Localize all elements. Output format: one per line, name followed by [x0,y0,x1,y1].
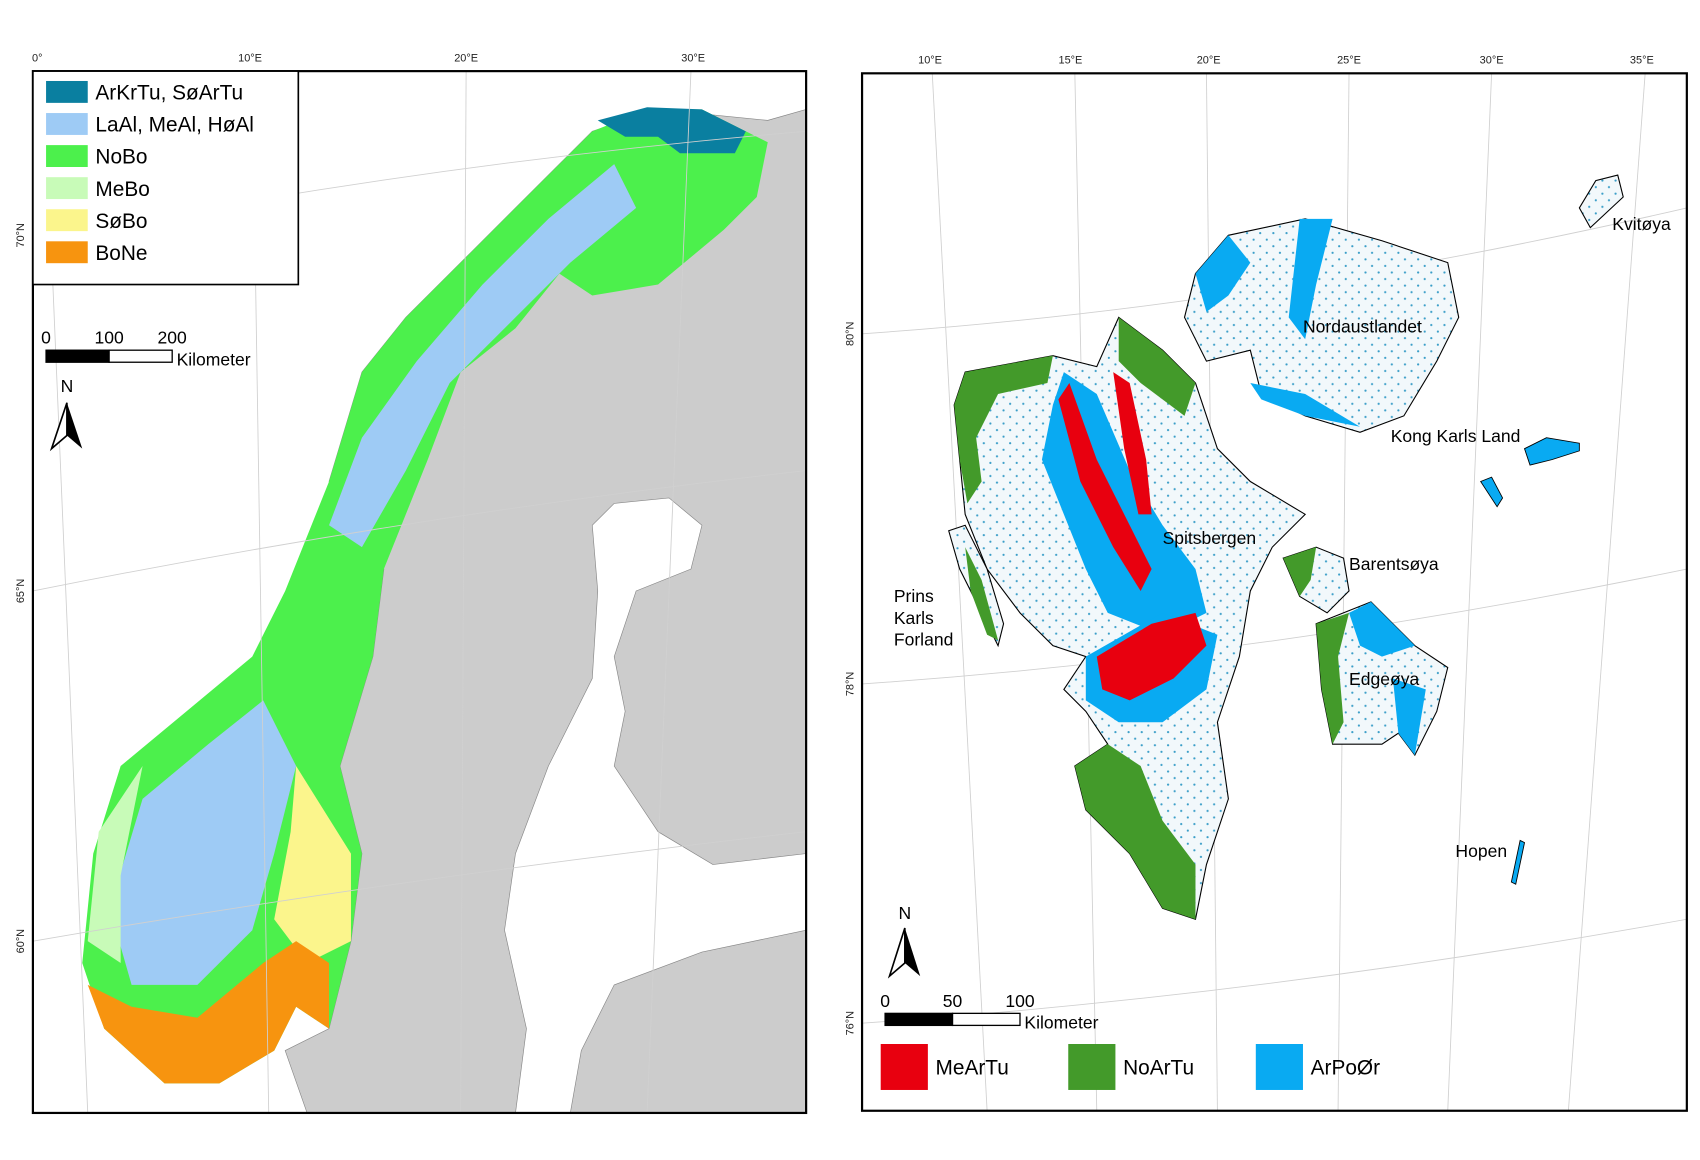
legend-label: NoBo [95,146,147,169]
noartu-zone [954,355,1053,504]
norway-sobo [274,766,351,964]
lon-label: 10°E [918,54,942,66]
norway-map [32,71,807,1113]
arpoor-zone [1349,601,1415,657]
place-label: Karls [894,608,934,628]
arpoor-zone [1288,218,1333,340]
scale-segment [108,349,173,363]
legend-swatch [1068,1044,1116,1090]
lon-label: 30°E [681,52,705,64]
norway-bone [87,941,330,1084]
lat-label: 65°N [15,579,27,603]
arpoor-zone [1195,235,1251,312]
norway-legend: ArKrTu, SøArTu LaAl, MeAl, HøAl NoBo MeBo Sø… [46,80,254,265]
place-label: Kong Karls Land [1391,426,1521,446]
legend-label: NoArTu [1123,1057,1194,1080]
north-label: N [61,376,74,396]
scale-label: 0 [880,991,890,1011]
place-label: Nordaustlandet [1303,317,1422,337]
noartu-zone [1283,547,1317,597]
scale-label: 100 [1005,991,1035,1011]
noartu-zone [965,547,999,641]
lat-label: 60°N [15,929,27,953]
noartu-zone [1118,317,1196,416]
legend-swatch [46,80,88,103]
lat-label: 70°N [15,223,27,247]
legend-swatch [1255,1044,1303,1090]
north-arrow: N [49,376,83,452]
nordaustlandet [1183,218,1460,433]
lon-label: 30°E [1480,54,1504,66]
legend-swatch [880,1044,928,1090]
meartu-zone [1058,383,1152,591]
scale-segment [884,1012,954,1027]
lon-label: 35°E [1630,54,1654,66]
legend-label: BoNe [95,242,147,265]
north-label: N [899,903,912,923]
lon-label: 15°E [1059,54,1083,66]
legend-swatch [46,177,88,200]
lat-label: 78°N [844,672,856,696]
scale-label: 50 [943,991,963,1011]
legend-label: MeBo [95,178,149,201]
norway-frame [31,70,808,1115]
scale-label: 0 [41,328,51,348]
place-label: Barentsøya [1349,554,1439,574]
place-label: Spitsbergen [1163,528,1257,548]
meartu-zone [1113,372,1152,515]
north-arrow: N [887,903,921,979]
svalbard-frame [860,72,1688,1112]
legend-label: ArKrTu, SøArTu [95,82,243,105]
legend-label: ArPoØr [1311,1057,1380,1080]
norway-mebo [87,766,143,964]
scale-unit: Kilometer [1024,1013,1098,1033]
baltic-sea [504,497,807,1113]
hopen [1510,839,1526,885]
place-label: Edgeøya [1349,669,1419,689]
svalbard-legend: MeArTu NoArTu ArPoØr [880,1044,1380,1090]
norway-alpine [109,700,297,985]
noartu-zone [1316,612,1350,745]
legend-label: SøBo [95,210,147,233]
lon-label: 10°E [238,52,262,64]
scale-label: 100 [94,328,124,348]
kvitoya [1578,174,1624,229]
meartu-zone [1096,612,1207,701]
svalbard-map [862,73,1687,1111]
place-label: Hopen [1455,841,1507,861]
legend-label: MeArTu [936,1057,1009,1080]
legend-swatch [46,209,88,232]
kong-karls-land [1523,437,1580,466]
lon-label: 0° [32,52,42,64]
noartu-zone [1074,744,1196,920]
kong-karls-land [1479,476,1504,508]
scale-label: 200 [158,328,188,348]
legend-swatch [46,241,88,264]
scale-segment [951,1012,1021,1027]
legend-label: LaAl, MeAl, HøAl [95,114,254,137]
legend-swatch [46,113,88,135]
lon-label: 20°E [1197,54,1221,66]
scale-segment [45,349,110,363]
scale-unit: Kilometer [177,350,251,370]
place-label: Prins [894,586,934,606]
place-label: Kvitøya [1612,214,1671,234]
arpoor-zone [1392,678,1426,756]
arpoor-zone [1250,383,1360,427]
lon-label: 20°E [454,52,478,64]
place-label: Forland [894,630,953,650]
lat-label: 76°N [844,1011,856,1035]
lat-label: 80°N [844,322,856,346]
norway-alpine-north [329,164,637,548]
lon-label: 25°E [1337,54,1361,66]
legend-swatch [46,145,88,167]
norway-arctic-tundra [597,107,746,154]
